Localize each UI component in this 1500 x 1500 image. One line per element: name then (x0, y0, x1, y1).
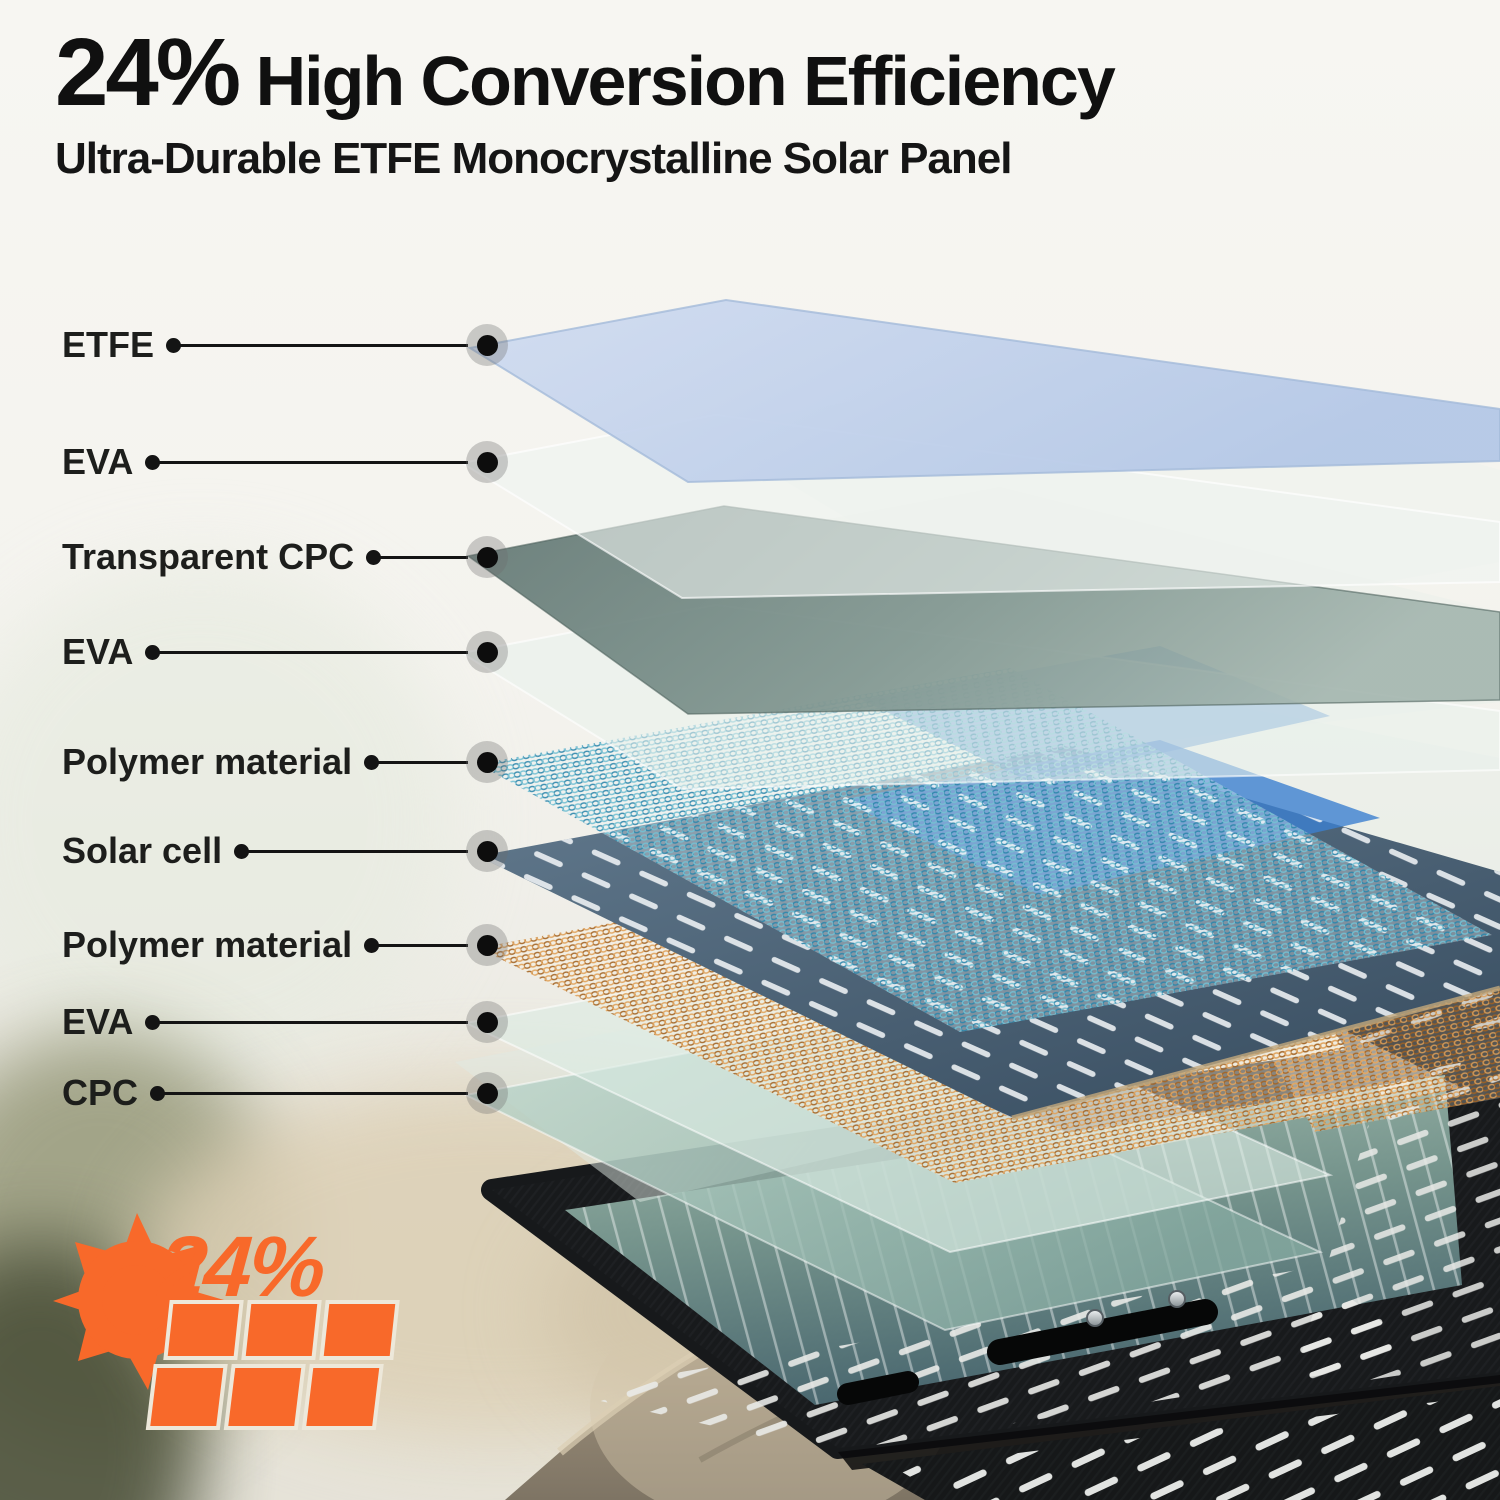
layer-sheet-etfe (467, 298, 1500, 484)
layer-label: ETFE (62, 324, 155, 365)
label-row-solar-cell: Solar cell (62, 829, 508, 873)
leader-start-dot (145, 454, 161, 470)
leader-end-dot (466, 1072, 508, 1114)
leader-line (377, 760, 468, 764)
leader-start-dot (145, 644, 161, 660)
layer-label: Polymer material (62, 924, 353, 965)
leader-start-dot (364, 937, 380, 953)
leader-end-dot (466, 536, 508, 578)
leader-end-dot (466, 741, 508, 783)
solar-grid-icon (145, 1300, 400, 1430)
leader-line (158, 1020, 468, 1024)
efficiency-badge: 24% (53, 1213, 400, 1430)
leader-line (158, 460, 468, 464)
label-row-eva-1: EVA (62, 440, 508, 484)
layer-label: CPC (62, 1072, 139, 1113)
layer-label: Transparent CPC (62, 536, 355, 577)
label-row-eva-2: EVA (62, 630, 508, 674)
panel-slot (987, 1299, 1218, 1365)
label-row-eva-3: EVA (62, 1000, 508, 1044)
header: 24% High Conversion Efficiency Ultra-Dur… (55, 18, 1116, 184)
label-row-transparent-cpc: Transparent CPC (62, 535, 508, 579)
leader-end-dot (466, 1001, 508, 1043)
label-row-polymer-2: Polymer material (62, 923, 508, 967)
leader-line (377, 943, 468, 947)
leader-start-dot (366, 549, 382, 565)
layer-label: Solar cell (62, 830, 223, 871)
leader-start-dot (166, 337, 182, 353)
leader-line (179, 343, 468, 347)
leader-start-dot (234, 843, 250, 859)
title-efficiency-value: 24% (55, 19, 241, 126)
leader-end-dot (466, 830, 508, 872)
title-text: High Conversion Efficiency (255, 42, 1116, 120)
leader-line (158, 650, 468, 654)
leader-start-dot (145, 1014, 161, 1030)
badge-value: 24% (154, 1219, 327, 1315)
leader-start-dot (150, 1085, 166, 1101)
background-mist-blob (0, 560, 460, 1080)
label-row-polymer-1: Polymer material (62, 740, 508, 784)
page-subtitle: Ultra-Durable ETFE Monocrystalline Solar… (55, 134, 1012, 183)
layer-label: EVA (62, 441, 134, 482)
leader-line (247, 849, 468, 853)
leader-end-dot (466, 631, 508, 673)
layer-label: Polymer material (62, 741, 353, 782)
label-row-cpc: CPC (62, 1071, 508, 1115)
label-row-etfe: ETFE (62, 323, 508, 367)
panel-rivet (1086, 1309, 1104, 1327)
leader-line (379, 555, 468, 559)
panel-rivet (1168, 1290, 1186, 1308)
leader-end-dot (466, 924, 508, 966)
leader-start-dot (364, 754, 380, 770)
leader-end-dot (466, 441, 508, 483)
leader-end-dot (466, 324, 508, 366)
page-title: 24% High Conversion Efficiency (55, 18, 1116, 128)
layer-label: EVA (62, 1001, 134, 1042)
layer-label: EVA (62, 631, 134, 672)
panel-slot (837, 1371, 919, 1405)
leader-line (163, 1091, 468, 1095)
